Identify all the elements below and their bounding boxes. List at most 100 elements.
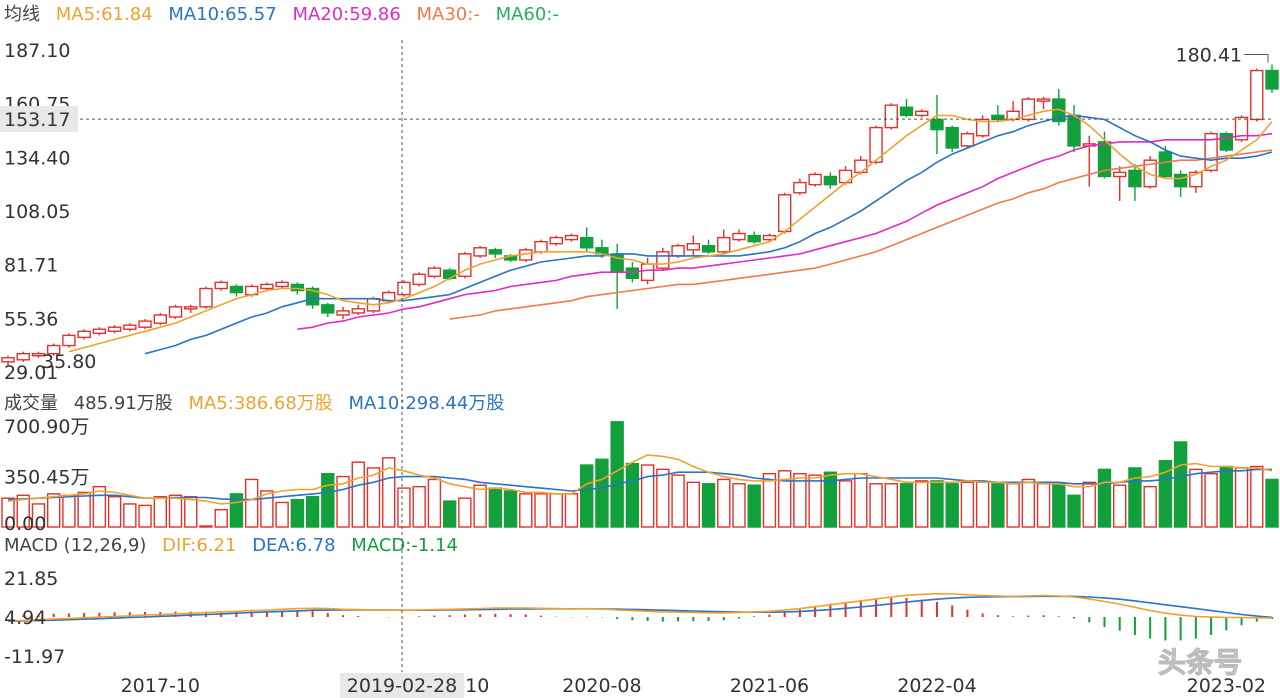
volume-bar (107, 496, 122, 528)
candle-body (915, 110, 929, 117)
candle-body (1143, 159, 1157, 188)
volume-bar (92, 485, 107, 528)
candle-body (214, 281, 228, 290)
volume-bar (138, 504, 152, 528)
volume-bar (732, 483, 746, 528)
price-tick-label: 55.36 (4, 308, 58, 330)
volume-bar (366, 467, 381, 528)
volume-bar (869, 483, 883, 528)
candle-body (336, 310, 350, 316)
candle-body (77, 330, 91, 339)
volume-legend-value: 485.91万股 (73, 393, 173, 414)
candle-body (1128, 169, 1142, 188)
dif-line (7, 592, 1273, 622)
x-tick-label: 2023-02 (1187, 675, 1266, 697)
ma5-legend: MA5:61.84 (55, 4, 153, 25)
candle-body (229, 285, 244, 294)
macd-tick-label: 21.85 (4, 568, 58, 590)
ma10-legend: MA10:65.57 (168, 4, 277, 25)
volume-bar (534, 493, 548, 528)
candle-body (458, 253, 472, 277)
volume-bar (564, 493, 579, 528)
candle-body (747, 234, 761, 243)
candle-body (290, 283, 305, 292)
volume-bar (945, 483, 959, 528)
candle-body (62, 334, 76, 347)
candle-body (1173, 173, 1188, 188)
macd-tick-label: -11.97 (4, 646, 65, 668)
volume-bar (1189, 468, 1203, 528)
volume-bar (808, 474, 822, 528)
volume-bar (412, 485, 426, 528)
crosshair-price-label: 153.17 (4, 109, 70, 131)
volume-bar (77, 491, 91, 528)
volume-bar (46, 493, 61, 528)
watermark-logo: 头条号 (1158, 646, 1242, 679)
candle-body (473, 247, 487, 257)
volume-bar (762, 472, 777, 528)
candle-body (777, 194, 792, 233)
volume-bar (290, 498, 305, 528)
candle-body (321, 304, 335, 314)
volume-bar (838, 480, 853, 528)
price-tick-label: 134.40 (4, 147, 70, 169)
volume-bar (1143, 485, 1157, 528)
candle-body (107, 326, 122, 332)
volume-bar (503, 490, 518, 528)
macd-legend-name: MACD (12,26,9) (4, 535, 147, 556)
candle-body (1234, 116, 1249, 141)
volume-bar (442, 500, 457, 528)
ma5-line (68, 108, 1273, 353)
volume-bar (1173, 441, 1188, 528)
volume-bar (31, 503, 46, 528)
volume-bar (1082, 481, 1096, 528)
candle-body (305, 287, 320, 306)
candle-body (732, 232, 746, 241)
volume-bar (1021, 478, 1036, 528)
volume-bar (1006, 483, 1020, 528)
volume-bar (656, 468, 670, 528)
candle-body (899, 106, 914, 117)
candle-body (168, 306, 183, 318)
volume-bar (1036, 483, 1051, 528)
volume-bar (199, 525, 213, 528)
volume-bar (1128, 467, 1142, 528)
volume-bar (123, 503, 137, 528)
candle-body (260, 283, 274, 290)
volume-bar (579, 464, 594, 528)
candle-body (1219, 133, 1234, 151)
volume-bar (1052, 483, 1066, 528)
volume-bar (640, 464, 655, 528)
volume-bar (321, 472, 335, 528)
volume-bar (854, 472, 868, 528)
ma20-legend: MA20:59.86 (292, 4, 401, 25)
volume-ma5-line (7, 454, 1273, 505)
volume-bar (1234, 467, 1249, 528)
candle-body (823, 175, 838, 186)
volume-legend: 成交量 485.91万股 MA5:386.68万股 MA10:298.44万股 (4, 390, 514, 418)
max-price-label: 180.41 (1176, 44, 1242, 66)
volume-bar (793, 472, 807, 528)
price-tick-label: 187.10 (4, 40, 70, 62)
candle-body (625, 267, 640, 280)
candle-body (275, 281, 289, 288)
ma60-legend: MA60:- (495, 4, 559, 25)
volume-bar (975, 481, 990, 528)
volume-bar (153, 496, 167, 528)
candle-body (564, 234, 579, 241)
candle-body (1158, 151, 1173, 178)
candle-body (808, 173, 822, 186)
candle-body (1265, 69, 1279, 90)
volume-ma5-legend: MA5:386.68万股 (188, 393, 333, 414)
volume-bar (473, 484, 487, 528)
candle-body (153, 314, 167, 324)
volume-bar (960, 481, 975, 528)
candle-body (838, 169, 853, 184)
volume-bar (1158, 460, 1173, 528)
volume-tick-label: 350.45万 (4, 467, 89, 489)
volume-bar (595, 458, 609, 528)
dea-legend: DEA:6.78 (252, 535, 336, 556)
candle-body (869, 126, 883, 163)
candle-body (884, 104, 898, 129)
